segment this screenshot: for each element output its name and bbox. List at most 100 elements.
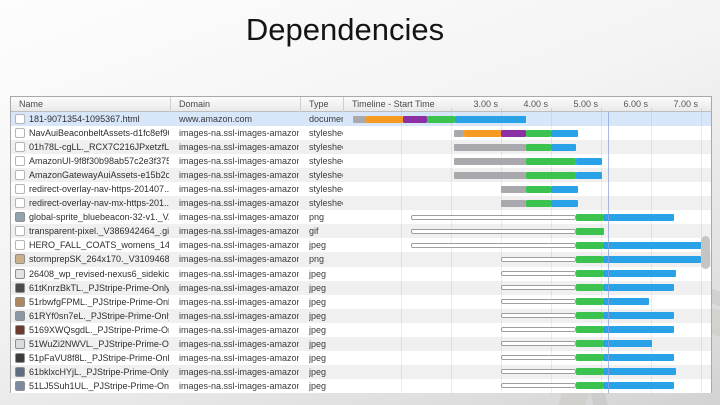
timeline-bar-response — [455, 115, 526, 123]
table-row[interactable]: 26408_wp_revised-nexus6_sidekick... image… — [11, 266, 711, 281]
timeline-bar-response — [551, 185, 578, 193]
table-row[interactable]: 51LJ5Suh1UL._PJStripe-Prime-Only-... imag… — [11, 378, 711, 393]
table-row[interactable]: HERO_FALL_COATS_womens_145_1x... images-n… — [11, 238, 711, 253]
resource-type: png — [309, 254, 325, 265]
table-row[interactable]: transparent-pixel._V386942464_.gif images… — [11, 224, 711, 239]
image-thumbnail-icon — [15, 366, 25, 377]
table-row[interactable]: AmazonGatewayAuiAssets-e15b2c3... images-… — [11, 168, 711, 183]
table-row[interactable]: 61RYf0sn7eL._PJStripe-Prime-Only-... imag… — [11, 308, 711, 323]
resource-name: AmazonUI-9f8f30b98ab57c2e3f375... — [29, 156, 169, 167]
image-thumbnail-icon — [15, 338, 25, 349]
timeline-bar-request — [576, 368, 603, 376]
resource-name: redirect-overlay-nav-mx-https-201... — [29, 198, 169, 209]
resource-domain: images-na.ssl-images-amazon.... — [179, 310, 299, 321]
timeline-bar-latency — [454, 129, 464, 137]
document-icon — [15, 170, 25, 181]
timeline-bar-queued — [501, 313, 576, 319]
table-row[interactable]: NavAuiBeaconbeltAssets-d1fc8ef90f... imag… — [11, 126, 711, 141]
timeline-bar-latency — [501, 185, 526, 193]
resource-domain: images-na.ssl-images-amazon.... — [179, 254, 299, 265]
timeline-bar-response — [603, 382, 674, 390]
timeline-bar-response — [603, 213, 674, 221]
time-tick-label: 6.00 s — [623, 99, 648, 109]
timeline-bar-queued — [501, 327, 576, 333]
resource-name: 61RYf0sn7eL._PJStripe-Prime-Only-... — [29, 310, 169, 321]
table-row[interactable]: 01h78L-cgLL._RCX7C216JPxetzfL.cs... image… — [11, 140, 711, 155]
timeline-bar-request — [576, 298, 603, 306]
timeline-bar-request — [526, 157, 576, 165]
timeline-bar-request — [526, 199, 551, 207]
table-row[interactable]: AmazonUI-9f8f30b98ab57c2e3f375... images-… — [11, 154, 711, 169]
timeline-bar-response — [551, 143, 576, 151]
timeline-bar-latency — [454, 157, 526, 165]
table-row[interactable]: 61tKnrzBkTL._PJStripe-Prime-Only-5... ima… — [11, 280, 711, 295]
table-body: 181-9071354-1095367.html www.amazon.com do… — [11, 112, 711, 393]
resource-type: jpeg — [309, 296, 327, 307]
timeline-bar-queued — [501, 285, 576, 291]
timeline-bar-queued — [501, 369, 576, 375]
table-row[interactable]: 51pFaVU8f8L._PJStripe-Prime-Only-... imag… — [11, 350, 711, 365]
timeline-bar-response — [603, 354, 674, 362]
resource-type: jpeg — [309, 366, 327, 377]
time-tick-label: 7.00 s — [673, 99, 698, 109]
table-row[interactable]: stormprepSK_264x170._V31094682... images-… — [11, 252, 711, 267]
column-header-type[interactable]: Type — [301, 97, 344, 112]
resource-domain: images-na.ssl-images-amazon.... — [179, 156, 299, 167]
resource-name: 51LJ5Suh1UL._PJStripe-Prime-Only-... — [29, 380, 169, 391]
table-row[interactable]: 5169XWQsgdL._PJStripe-Prime-Only... image… — [11, 322, 711, 337]
resource-type: jpeg — [309, 240, 327, 251]
timeline-bar-dns — [366, 115, 403, 123]
table-row[interactable]: redirect-overlay-nav-mx-https-201... imag… — [11, 196, 711, 211]
resource-type: stylesheet — [309, 170, 343, 181]
column-header-domain[interactable]: Domain — [171, 97, 301, 112]
resource-type: png — [309, 212, 325, 223]
resource-type: jpeg — [309, 268, 327, 279]
timeline-bar-response — [603, 326, 674, 334]
timeline-bar-queued — [411, 214, 576, 220]
resource-domain: images-na.ssl-images-amazon.... — [179, 170, 299, 181]
time-tick-label: 3.00 s — [473, 99, 498, 109]
timeline-bar-response — [603, 312, 674, 320]
table-row[interactable]: 51WuZi2NWVL._PJStripe-Prime-Only... image… — [11, 336, 711, 351]
table-row[interactable]: global-sprite_bluebeacon-32-v1._V... imag… — [11, 210, 711, 225]
image-thumbnail-icon — [15, 310, 25, 321]
resource-name: 181-9071354-1095367.html — [29, 114, 140, 124]
resource-domain: images-na.ssl-images-amazon.... — [179, 366, 299, 377]
timeline-bar-latency — [454, 143, 526, 151]
timeline-bar-request — [576, 382, 603, 390]
timeline-bar-response — [603, 298, 649, 306]
resource-name: 5169XWQsgdL._PJStripe-Prime-Only... — [29, 324, 169, 335]
resource-name: 01h78L-cgLL._RCX7C216JPxetzfL.cs... — [29, 142, 169, 153]
document-icon — [15, 240, 25, 251]
timeline-bar-request — [576, 326, 603, 334]
timeline-bar-request — [576, 312, 603, 320]
resource-name: transparent-pixel._V386942464_.gif — [29, 226, 169, 237]
image-thumbnail-icon — [15, 380, 25, 391]
timeline-bar-request — [576, 227, 604, 235]
table-row[interactable]: 61bklxcHYjL._PJStripe-Prime-Only-5... ima… — [11, 364, 711, 379]
timeline-bar-response — [603, 241, 709, 249]
timeline-bar-queued — [411, 228, 576, 234]
page-title: Dependencies — [245, 12, 445, 47]
table-row[interactable]: 181-9071354-1095367.html www.amazon.com do… — [11, 112, 711, 127]
table-row[interactable]: redirect-overlay-nav-https-201407... imag… — [11, 182, 711, 197]
table-row[interactable]: 51rbwfgFPML._PJStripe-Prime-Only-... imag… — [11, 294, 711, 309]
timeline-bar-request — [427, 115, 455, 123]
scrollbar-thumb[interactable] — [701, 236, 710, 269]
timeline-bar-connect — [403, 115, 427, 123]
timeline-bar-queued — [501, 355, 576, 361]
resource-type: stylesheet — [309, 142, 343, 153]
column-header-name[interactable]: Name — [11, 97, 171, 112]
resource-domain: images-na.ssl-images-amazon.... — [179, 268, 299, 279]
timeline-bar-latency — [353, 115, 366, 123]
timeline-bar-request — [526, 143, 551, 151]
column-header-timeline[interactable]: Timeline - Start Time — [352, 99, 435, 109]
timeline-bar-request — [576, 255, 603, 263]
image-thumbnail-icon — [15, 296, 25, 307]
timeline-bar-queued — [501, 341, 576, 347]
timeline-bar-latency — [501, 199, 526, 207]
resource-domain: images-na.ssl-images-amazon.... — [179, 226, 299, 237]
resource-name: 51rbwfgFPML._PJStripe-Prime-Only-... — [29, 296, 169, 307]
resource-type: jpeg — [309, 380, 327, 391]
timeline-bar-request — [576, 340, 603, 348]
